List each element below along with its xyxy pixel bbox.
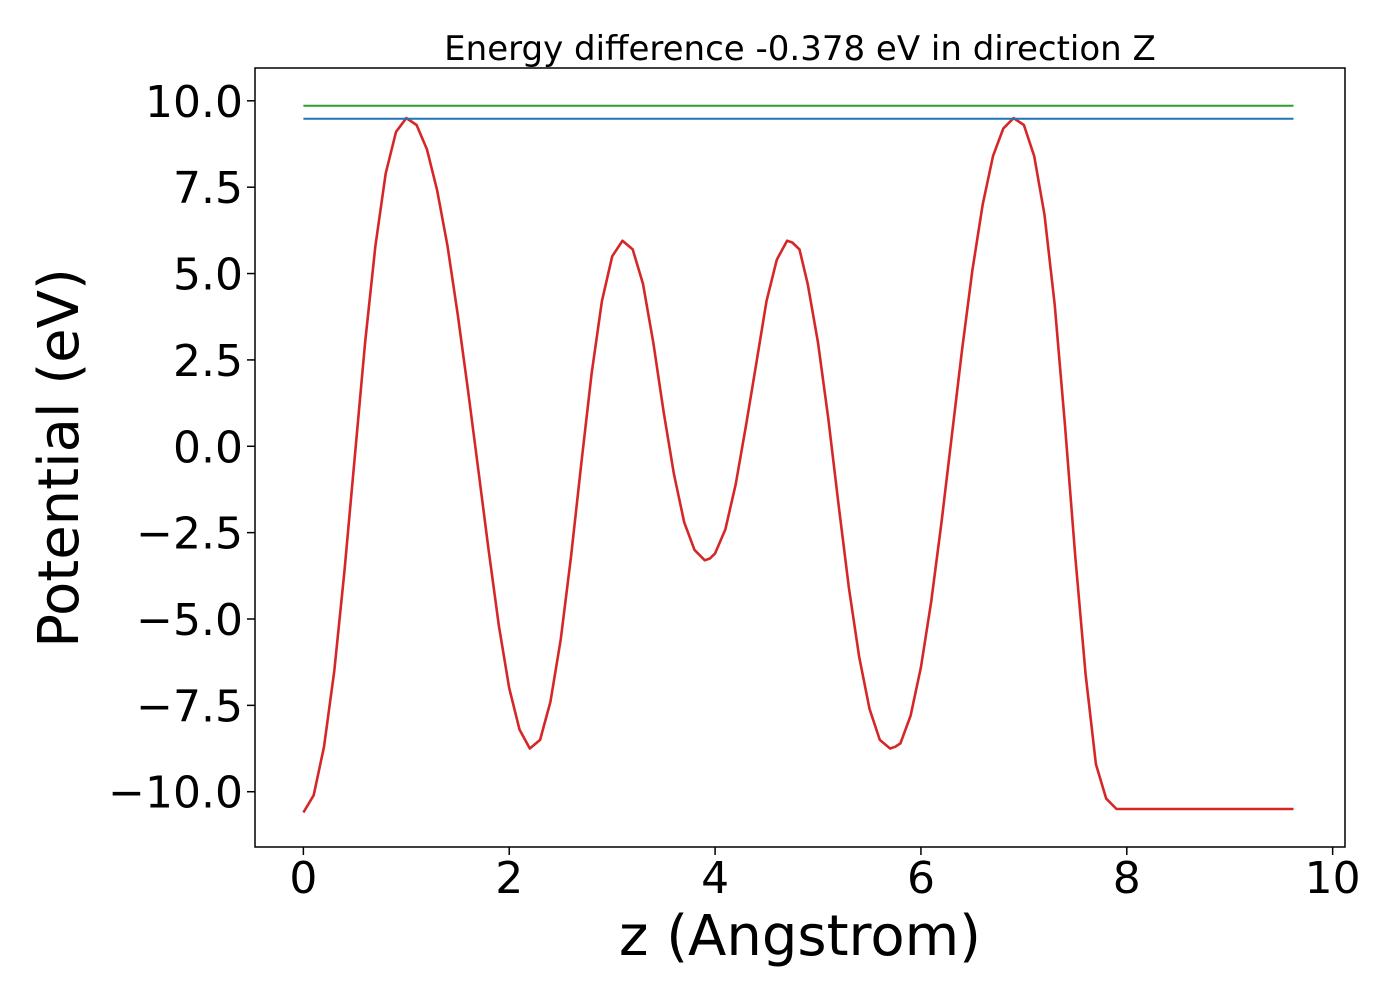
x-tick-label: 0 <box>289 853 317 904</box>
x-tick-label: 2 <box>495 853 523 904</box>
x-tick-label: 6 <box>907 853 935 904</box>
y-tick-label: −2.5 <box>136 509 243 560</box>
x-axis-label: z (Angstrom) <box>619 904 981 969</box>
plot-area <box>302 104 1294 814</box>
y-tick-label: 7.5 <box>173 163 243 214</box>
y-tick-label: 2.5 <box>173 336 243 387</box>
x-tick-label: 8 <box>1113 853 1141 904</box>
x-tick-label: 10 <box>1305 853 1361 904</box>
chart-title: Energy difference -0.378 eV in direction… <box>444 29 1156 69</box>
y-axis: −10.0 −7.5 −5.0 −2.5 0.0 2.5 5.0 7.5 10.0 <box>108 77 255 819</box>
y-tick-label: −7.5 <box>136 681 243 732</box>
y-tick-label: −10.0 <box>108 768 243 819</box>
y-tick-label: 5.0 <box>173 250 243 301</box>
y-tick-label: −5.0 <box>136 595 243 646</box>
series-line-0 <box>302 116 1294 814</box>
x-axis: 0 2 4 6 8 10 <box>289 847 1361 904</box>
y-tick-label: 0.0 <box>173 422 243 473</box>
y-tick-label: 10.0 <box>145 77 243 128</box>
plot-frame <box>254 67 1346 848</box>
x-tick-label: 4 <box>701 853 729 904</box>
y-axis-label: Potential (eV) <box>27 268 92 648</box>
